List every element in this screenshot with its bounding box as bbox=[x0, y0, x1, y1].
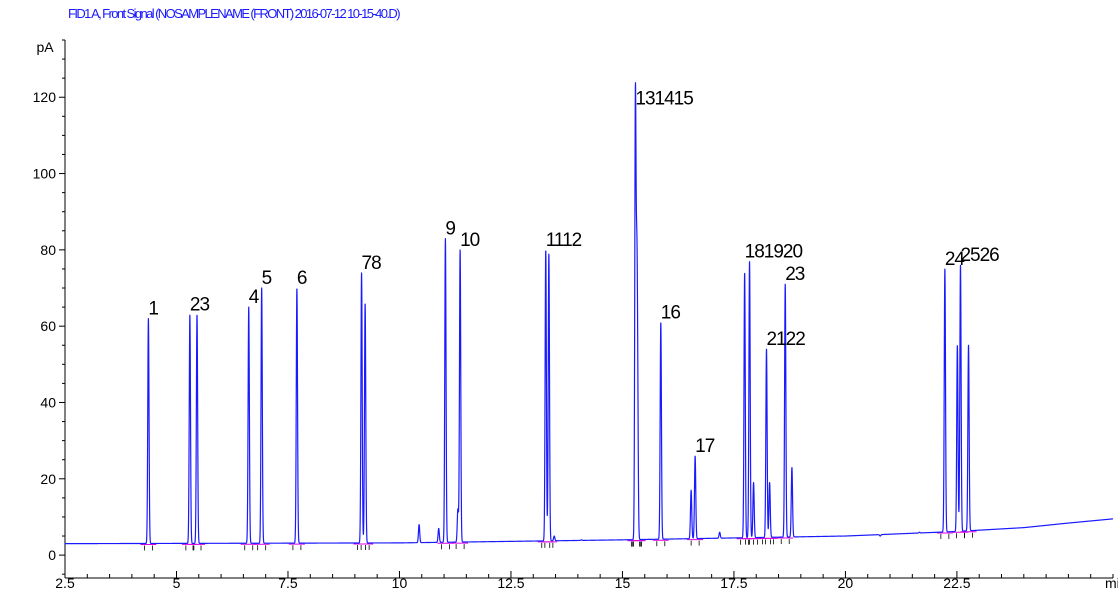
signal-trace bbox=[64, 82, 1114, 545]
peak-label-group: 16 bbox=[661, 302, 681, 323]
peak-label-group: 10 bbox=[460, 230, 480, 251]
peak-label: 9 bbox=[445, 218, 455, 239]
x-tick-label: 7.5 bbox=[278, 575, 298, 590]
peak-label: 2 bbox=[190, 295, 200, 316]
peak-label-group: 23 bbox=[785, 264, 805, 285]
peak-label-group: 131415 bbox=[635, 89, 693, 110]
peak-label-group: 17 bbox=[695, 436, 715, 457]
peak-label: 21 bbox=[766, 329, 786, 350]
x-axis-label: min bbox=[1105, 575, 1118, 590]
peak-label: 8 bbox=[371, 253, 381, 274]
y-tick-label: 60 bbox=[40, 318, 56, 334]
peak-label: 12 bbox=[562, 230, 582, 251]
x-tick-label: 10 bbox=[392, 575, 408, 590]
peak-label: 26 bbox=[980, 245, 1000, 266]
peak-label: 14 bbox=[655, 89, 676, 110]
x-tick-label: 2.5 bbox=[55, 575, 75, 590]
peak-label-group: 5 bbox=[262, 268, 272, 289]
y-tick-label: 120 bbox=[33, 89, 57, 105]
peak-label-group: 24 bbox=[945, 249, 966, 270]
x-tick-label: 12.5 bbox=[497, 575, 524, 590]
signal-title: FID1 A, Front Signal (NOSAMPLENAME (FRON… bbox=[68, 6, 401, 21]
peak-label: 22 bbox=[786, 329, 806, 350]
peak-label-group: 78 bbox=[362, 253, 382, 274]
y-tick-label: 100 bbox=[33, 166, 57, 182]
peak-label: 7 bbox=[362, 253, 372, 274]
peak-label: 5 bbox=[262, 268, 272, 289]
peak-label-group: 181920 bbox=[745, 241, 803, 262]
peak-label: 6 bbox=[297, 268, 307, 289]
peak-label: 1 bbox=[148, 299, 158, 320]
peak-label: 25 bbox=[960, 245, 980, 266]
peak-label-group: 1 bbox=[148, 299, 158, 320]
peak-label-group: 6 bbox=[297, 268, 307, 289]
y-tick-label: 40 bbox=[40, 394, 56, 410]
peak-label-group: 9 bbox=[445, 218, 455, 239]
x-tick-label: 17.5 bbox=[720, 575, 747, 590]
peak-label: 24 bbox=[945, 249, 966, 270]
peak-label: 23 bbox=[785, 264, 805, 285]
peak-label-group: 4 bbox=[249, 287, 260, 308]
integration-baseline bbox=[140, 531, 977, 551]
peak-label: 4 bbox=[249, 287, 260, 308]
x-tick-label: 20 bbox=[838, 575, 854, 590]
peak-label: 19 bbox=[764, 241, 784, 262]
peak-label: 18 bbox=[745, 241, 765, 262]
peak-label: 10 bbox=[460, 230, 480, 251]
peak-label: 15 bbox=[674, 89, 694, 110]
x-tick-label: 15 bbox=[615, 575, 631, 590]
y-tick-label: 80 bbox=[40, 242, 56, 258]
peak-label: 17 bbox=[695, 436, 715, 457]
peak-label: 11 bbox=[546, 230, 564, 251]
peak-label: 16 bbox=[661, 302, 681, 323]
y-axis-label: pA bbox=[36, 39, 54, 55]
peak-label-group: 23 bbox=[190, 295, 210, 316]
peak-label-group: 2122 bbox=[766, 329, 805, 350]
x-tick-label: 5 bbox=[173, 575, 181, 590]
peak-label: 13 bbox=[635, 89, 655, 110]
y-tick-label: 20 bbox=[40, 471, 56, 487]
peak-label-group: 2526 bbox=[960, 245, 999, 266]
peak-label: 20 bbox=[783, 241, 803, 262]
peak-label-group: 1112 bbox=[546, 230, 582, 251]
y-tick-label: 0 bbox=[48, 547, 56, 563]
x-tick-label: 22.5 bbox=[943, 575, 970, 590]
peak-label: 3 bbox=[199, 295, 209, 316]
